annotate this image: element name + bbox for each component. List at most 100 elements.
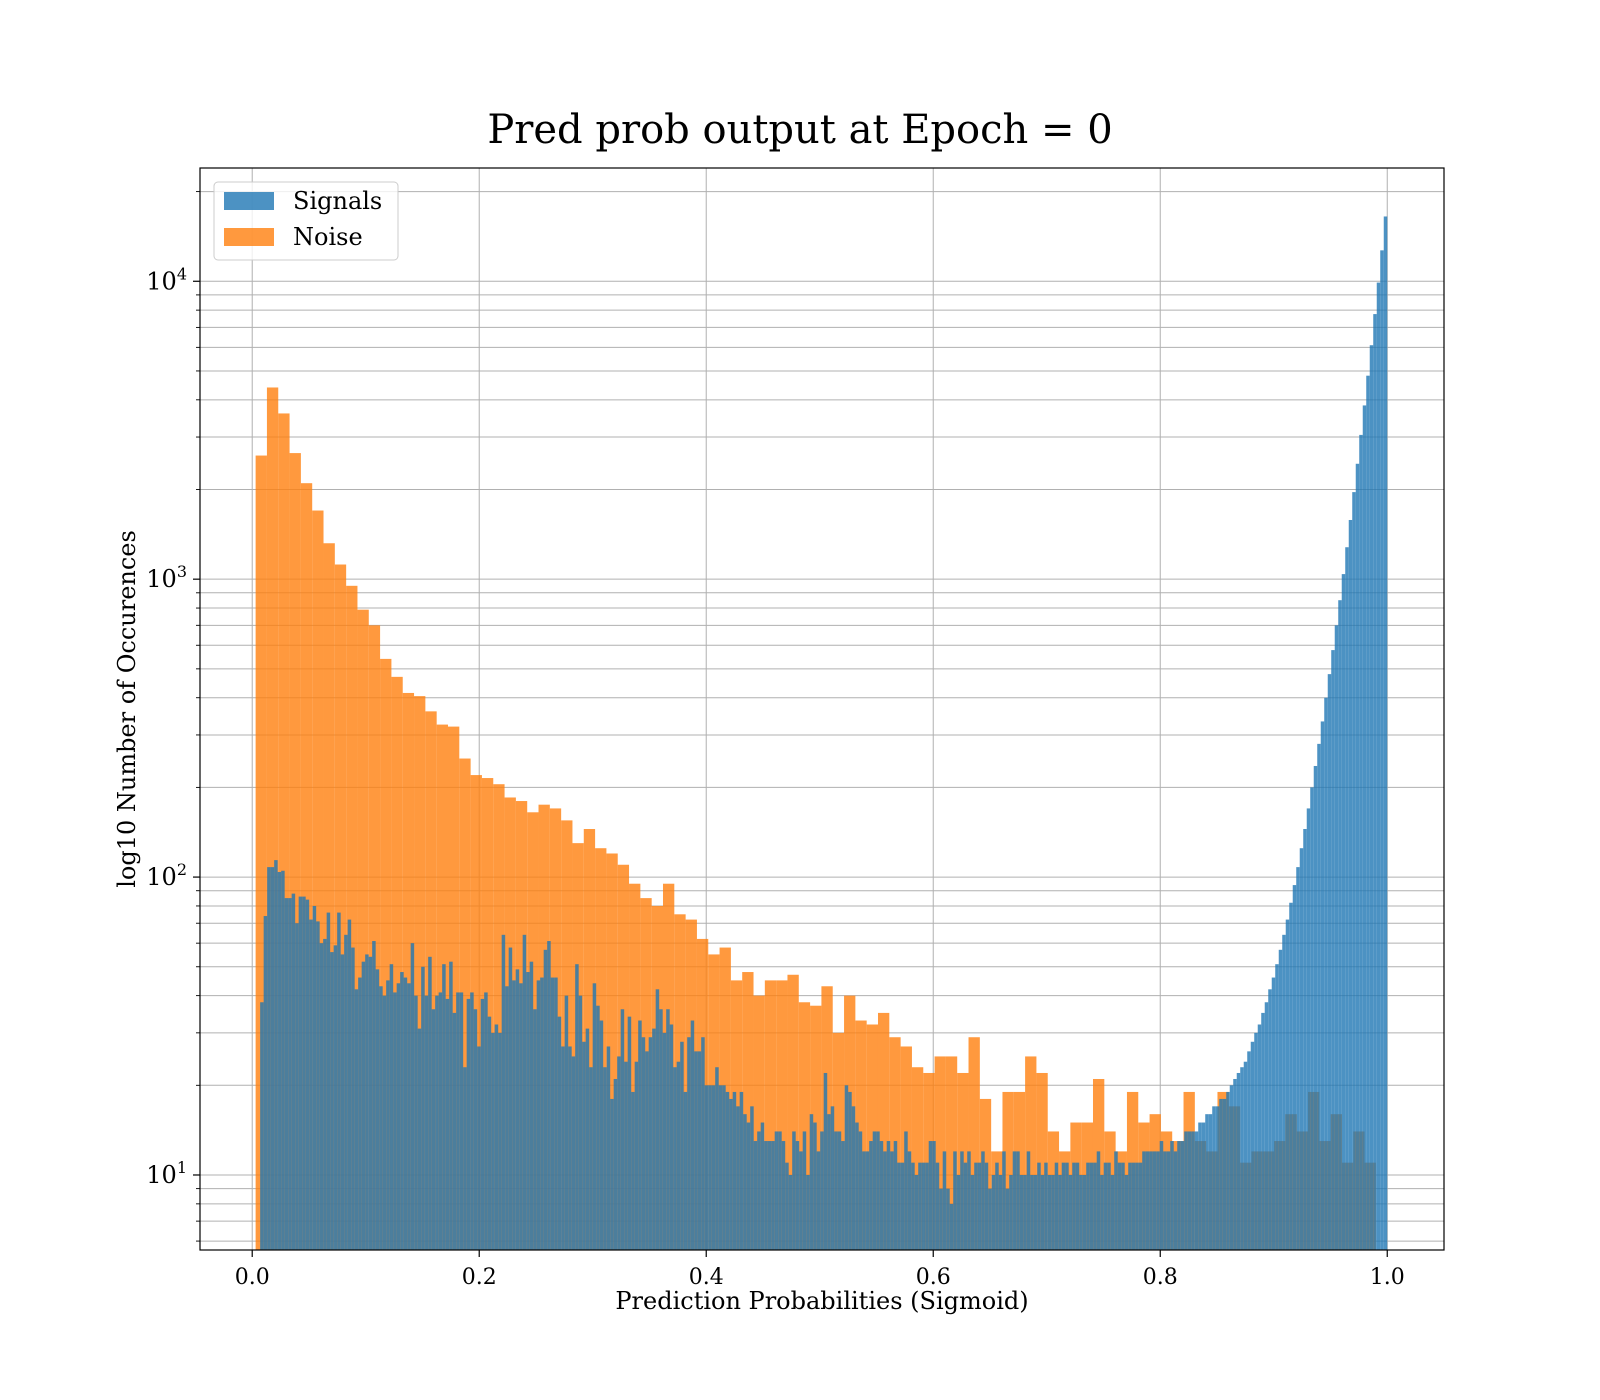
signals-bar [382,995,387,1250]
signals-bar [1271,977,1276,1250]
signals-bar [953,1151,957,1250]
signals-bar [690,1020,695,1250]
signals-bar [347,919,352,1250]
signals-bar [498,1032,502,1250]
signals-bar [1037,1162,1041,1250]
signals-bar [659,1009,663,1250]
signals-bar [1369,345,1374,1250]
signals-bar [1030,1174,1034,1250]
signals-bar [330,952,334,1250]
signals-bar [914,1174,919,1250]
signals-bar [1177,1141,1181,1250]
signals-bar [1093,1162,1097,1250]
signals-bar [872,1131,877,1250]
signals-bar [774,1131,779,1250]
signals-bar [368,956,373,1250]
signals-bar [298,896,303,1250]
signals-bar [753,1141,758,1250]
signals-bar [582,1041,586,1250]
signals-bar [522,934,527,1250]
signals-bar [802,1131,807,1250]
signals-bar [463,1067,467,1250]
noise-bar [346,585,358,1250]
signals-bar [1264,1002,1269,1250]
signals-bar [767,1141,772,1250]
signals-bar [680,1041,684,1250]
signals-bar [494,1024,499,1250]
signals-bar [1163,1151,1167,1250]
signals-bar [1201,1122,1206,1250]
signals-bar [421,966,425,1250]
signals-bar [505,986,509,1250]
signals-bar [641,1037,646,1250]
signals-bar [431,1009,436,1250]
signals-bar [277,872,282,1250]
signals-bar [624,1061,628,1250]
signals-bar [795,1141,800,1250]
signals-bar [1124,1174,1129,1250]
signals-bar [428,956,432,1250]
signals-bar [424,995,429,1250]
signals-bar [1103,1162,1108,1250]
signals-bar [571,1056,576,1250]
signals-bar [470,992,474,1250]
signals-bar [291,893,296,1250]
signals-bar [960,1151,964,1250]
signals-bar [1026,1151,1031,1250]
signals-bar [851,1106,856,1250]
signals-bar [564,995,569,1250]
signals-bar [319,943,324,1250]
noise-bar [798,1002,811,1250]
signals-bar [606,1046,611,1250]
x-axis-ticks: 0.0 0.2 0.4 0.6 0.8 1.0 [235,1250,1405,1290]
signals-bar [701,1037,705,1250]
signals-bar [407,983,411,1250]
signals-bar [1142,1151,1146,1250]
signals-bar [480,998,485,1250]
signals-bar [1278,949,1283,1250]
legend-label-signals: Signals [293,187,382,215]
noise-bar [911,1067,924,1250]
signals-bar [1243,1061,1248,1250]
noise-bar [391,676,403,1250]
noise-bar [289,453,301,1250]
noise-bar [300,483,313,1250]
signals-bar [1324,697,1328,1250]
signals-bar [445,998,450,1250]
legend-swatch-noise [224,228,274,246]
signals-bar [715,1067,719,1250]
signals-bar [1289,902,1293,1250]
y-tick-label: 101 [146,1158,187,1189]
signals-bar [414,995,418,1250]
noise-bar [606,853,618,1250]
noise-bar [255,455,267,1250]
signals-bar [855,1122,859,1250]
x-tick-label: 0.8 [1143,1265,1178,1290]
y-axis-ticks: 101 102 103 104 [146,191,200,1242]
signals-bar [379,986,383,1250]
signals-bar [1198,1122,1202,1250]
signals-bar [543,949,548,1250]
signals-bar [820,1131,824,1250]
signals-bar [785,1162,789,1250]
signals-bar [631,1091,635,1250]
signals-bar [589,1067,593,1250]
signals-bar [956,1174,961,1250]
signals-bar [1327,674,1332,1250]
signals-bar [1226,1091,1230,1250]
signals-bar [365,954,369,1250]
signals-bar [886,1141,891,1250]
signals-bar [1247,1051,1251,1250]
signals-bar [1338,600,1342,1250]
signals-bar [676,1061,681,1250]
signals-bar [1219,1098,1223,1250]
signals-bar [1250,1041,1255,1250]
signals-bar [302,896,306,1250]
signals-bar [393,992,397,1250]
signals-bar [1359,434,1363,1251]
signals-bar [1068,1174,1073,1250]
signals-bar [781,1141,786,1250]
legend-label-noise: Noise [293,223,363,251]
signals-bar [1016,1151,1020,1250]
signals-bar [907,1151,912,1250]
